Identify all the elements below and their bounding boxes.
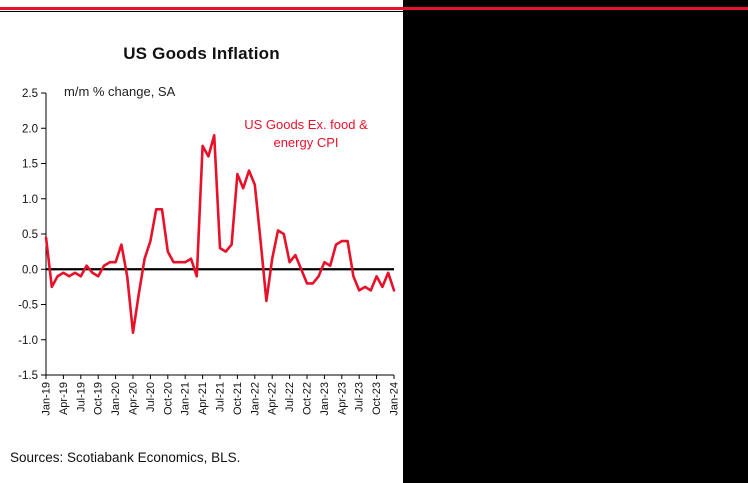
x-tick-label: Jul-19 <box>75 382 87 412</box>
y-tick-label: 2.0 <box>22 123 38 135</box>
y-tick-label: 2.5 <box>22 88 38 100</box>
x-tick-label: Apr-23 <box>336 382 348 415</box>
y-tick-label: -1.0 <box>18 335 38 347</box>
x-tick-label: Apr-19 <box>58 382 70 415</box>
series-annotation-line1: US Goods Ex. food & <box>244 117 368 132</box>
x-tick-label: Oct-23 <box>371 382 383 415</box>
x-tick-label: Apr-22 <box>267 382 279 415</box>
x-tick-label: Jan-23 <box>319 382 331 416</box>
x-tick-label: Oct-22 <box>302 382 314 415</box>
x-tick-label: Jul-22 <box>284 382 296 412</box>
y-tick-label: 0.0 <box>22 264 38 276</box>
x-tick-label: Oct-20 <box>162 382 174 415</box>
x-tick-label: Jul-23 <box>354 382 366 412</box>
x-tick-label: Oct-21 <box>232 382 244 415</box>
chart-title: US Goods Inflation <box>123 44 280 63</box>
top-red-stripe <box>0 7 748 10</box>
x-tick-label: Jul-20 <box>145 382 157 412</box>
y-tick-label: 0.5 <box>22 229 38 241</box>
y-tick-label: 1.5 <box>22 159 38 171</box>
x-tick-label: Jan-20 <box>110 382 122 416</box>
x-tick-label: Jan-19 <box>41 382 53 416</box>
y-tick-label: -0.5 <box>18 300 38 312</box>
x-tick-label: Oct-19 <box>93 382 105 415</box>
source-note: Sources: Scotiabank Economics, BLS. <box>10 450 241 465</box>
units-note: m/m % change, SA <box>64 84 176 99</box>
x-tick-label: Jan-21 <box>180 382 192 416</box>
chart-panel: US Goods Inflation m/m % change, SA US G… <box>0 0 403 483</box>
y-tick-label: 1.0 <box>22 194 38 206</box>
series-annotation: US Goods Ex. food & energy CPI <box>216 116 396 153</box>
right-black-panel <box>403 0 748 483</box>
x-tick-label: Jul-21 <box>215 382 227 412</box>
top-black-rule <box>0 11 748 12</box>
x-tick-label: Apr-21 <box>197 382 209 415</box>
x-tick-label: Apr-20 <box>128 382 140 415</box>
series-annotation-line2: energy CPI <box>273 135 339 151</box>
y-tick-label: -1.5 <box>18 370 38 382</box>
x-tick-label: Jan-22 <box>249 382 261 416</box>
x-tick-label: Jan-24 <box>389 382 401 416</box>
series-line <box>44 134 396 335</box>
